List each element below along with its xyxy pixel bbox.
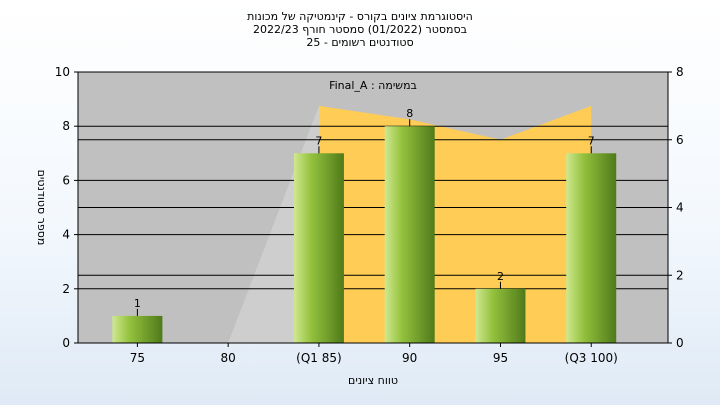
y2-tick-label: 8 bbox=[676, 65, 684, 79]
y-tick-label: 10 bbox=[55, 65, 70, 79]
y2-tick-label: 6 bbox=[676, 133, 684, 147]
y-axis-label: מספר סטודנטים bbox=[35, 170, 48, 246]
title-line-3: סטודנטים רשומים - 25 bbox=[306, 36, 414, 49]
y-tick-label: 0 bbox=[62, 336, 70, 350]
y-tick-label: 2 bbox=[62, 282, 70, 296]
x-tick-label: 90 bbox=[402, 351, 417, 365]
y-tick-label: 4 bbox=[62, 228, 70, 242]
data-label: 7 bbox=[588, 134, 595, 147]
chart-annotation: Final_A : במשימה bbox=[329, 79, 417, 92]
x-axis-label: טווח ציונים bbox=[348, 374, 398, 387]
area-series bbox=[318, 105, 592, 343]
bar bbox=[293, 153, 344, 343]
x-tick-label: 95 bbox=[493, 351, 508, 365]
x-tick-label: 80 bbox=[221, 351, 236, 365]
title-line-1: היסטוגרמת ציונים בקורס - קינמטיקה של מכו… bbox=[247, 10, 473, 23]
x-tick-label: (Q1 85) bbox=[296, 351, 342, 365]
data-label: 7 bbox=[315, 134, 322, 147]
x-tick-label: (Q3 100) bbox=[565, 351, 618, 365]
x-tick-label: 75 bbox=[130, 351, 145, 365]
y2-tick-label: 4 bbox=[676, 201, 684, 215]
y-tick-label: 6 bbox=[62, 173, 70, 187]
bar bbox=[475, 288, 526, 343]
y2-tick-label: 0 bbox=[676, 336, 684, 350]
data-label: 2 bbox=[497, 270, 504, 283]
bar bbox=[566, 153, 617, 343]
chart-title: היסטוגרמת ציונים בקורס - קינמטיקה של מכו… bbox=[0, 10, 720, 49]
data-label: 1 bbox=[134, 297, 141, 310]
bar bbox=[112, 315, 163, 343]
title-line-2: בסמסטר (01/2022) סמסטר חורף 2022/23 bbox=[253, 23, 467, 36]
bar bbox=[384, 126, 435, 343]
y-tick-label: 8 bbox=[62, 119, 70, 133]
y2-tick-label: 2 bbox=[676, 268, 684, 282]
data-label: 8 bbox=[406, 107, 413, 120]
